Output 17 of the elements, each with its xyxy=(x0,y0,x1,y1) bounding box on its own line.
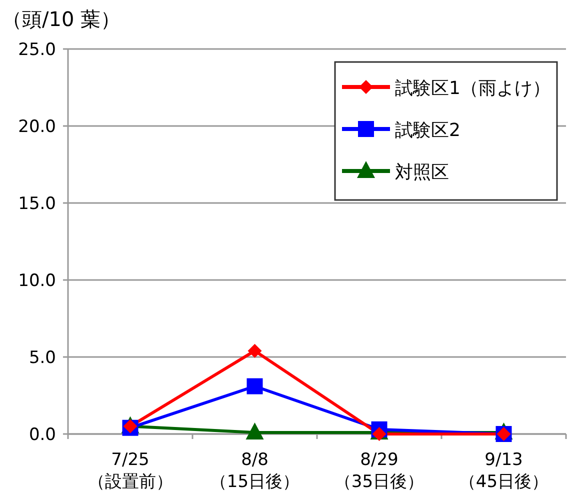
point xyxy=(248,344,262,358)
y-tick-label: 0.0 xyxy=(28,425,56,445)
y-tick-label: 5.0 xyxy=(28,348,56,368)
x-tick-label: 8/8 （15日後） xyxy=(210,450,300,492)
x-tick-label: 8/29 （35日後） xyxy=(334,450,424,492)
legend-label: 試験区2 xyxy=(395,120,460,141)
x-tick-label: 7/25 （設置前） xyxy=(88,450,173,492)
point xyxy=(246,378,263,394)
y-tick-label: 25.0 xyxy=(18,40,56,60)
legend-label: 試験区1（雨よけ） xyxy=(395,78,550,99)
y-axis-title: （頭/10 葉） xyxy=(2,7,121,31)
legend-label: 対照区 xyxy=(395,162,449,183)
y-tick-label: 10.0 xyxy=(18,271,56,291)
y-tick-label: 20.0 xyxy=(18,117,56,137)
x-tick-label: 9/13 （45日後） xyxy=(458,450,549,492)
point xyxy=(372,427,386,441)
y-tick-label: 15.0 xyxy=(18,194,56,214)
